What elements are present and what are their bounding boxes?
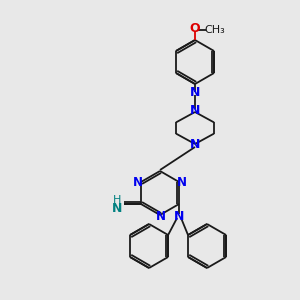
Text: N: N [190,104,200,118]
Text: N: N [190,139,200,152]
Text: H: H [113,195,121,205]
Text: N: N [133,176,143,188]
Text: N: N [156,209,166,223]
Text: CH₃: CH₃ [205,25,225,35]
Text: N: N [190,86,200,100]
Text: N: N [112,202,122,215]
Text: N: N [177,176,187,188]
Text: O: O [190,22,200,35]
Text: N: N [174,209,184,223]
